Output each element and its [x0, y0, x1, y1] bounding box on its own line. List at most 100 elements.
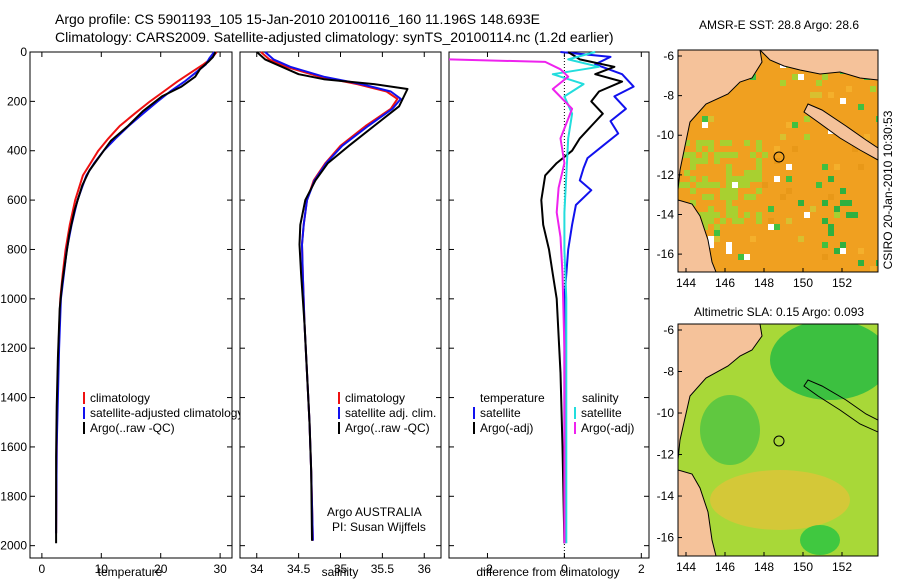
salinity-legend: climatology satellite adj. clim. Argo(..… — [338, 391, 436, 435]
sst-cell — [768, 224, 774, 230]
sla-south-band — [710, 470, 850, 530]
salinity-xlabel: salinity — [322, 565, 359, 579]
sst-cell — [756, 158, 762, 164]
sst-cell — [714, 182, 720, 188]
sst-cell — [750, 176, 756, 182]
sst-land-australia — [678, 199, 717, 272]
legend-temp-satellite: satellite — [480, 406, 521, 420]
salinity-axes-frame — [239, 51, 442, 559]
y-tick-label: 1200 — [0, 341, 27, 355]
sst-cell — [684, 140, 690, 146]
sst-cell — [696, 146, 702, 152]
x-tick-label: 34.5 — [287, 562, 311, 576]
sst-cell — [738, 218, 744, 224]
sst-cell — [726, 152, 732, 158]
sst-cell — [822, 200, 828, 206]
sst-land-islands — [803, 103, 878, 161]
sst-cell — [708, 194, 714, 200]
sst-cell — [732, 188, 738, 194]
legend-temp-argo: Argo(-adj) — [480, 421, 533, 435]
sst-cell — [822, 170, 828, 176]
sst-cell — [774, 104, 780, 110]
sst-cell — [768, 218, 774, 224]
sst-cell — [822, 242, 828, 248]
sst-cell — [726, 176, 732, 182]
sst-cell — [708, 218, 714, 224]
sst-cell — [852, 188, 858, 194]
legend-climatology: climatology — [345, 391, 405, 405]
sst-cell — [834, 164, 840, 170]
sst-cell — [720, 188, 726, 194]
difference-legend: temperature satellite Argo(-adj) salinit… — [473, 391, 634, 435]
sst-cell — [726, 194, 732, 200]
sst-cell — [732, 182, 738, 188]
sst-cell — [726, 188, 732, 194]
sst-cell — [816, 92, 822, 98]
sst-cell — [744, 254, 750, 260]
sst-cell — [762, 152, 768, 158]
sst-cell — [876, 260, 878, 266]
sst-land-newguinea — [678, 50, 763, 191]
sst-cell — [708, 182, 714, 188]
sst-cell — [840, 188, 846, 194]
sst-cell — [696, 182, 702, 188]
difference-xlabel: difference from climatology — [476, 565, 619, 579]
map-x-tick-label: 152 — [832, 560, 852, 574]
sst-cell — [804, 86, 810, 92]
map-y-tick-label: -8 — [663, 89, 674, 103]
sst-map-frame — [677, 49, 879, 273]
series-line-argo — [256, 51, 409, 541]
map-y-tick-label: -14 — [657, 489, 675, 503]
sst-cell — [774, 176, 780, 182]
series-line-argo — [55, 51, 217, 544]
sst-cell — [756, 218, 762, 224]
map-y-tick-label: -6 — [663, 323, 674, 337]
sst-cell — [732, 176, 738, 182]
series-line-salinity-argo — [448, 58, 574, 544]
sst-cell — [744, 140, 750, 146]
sst-cell — [804, 212, 810, 218]
float-owner-annotation: Argo AUSTRALIA — [327, 505, 422, 519]
sst-cell — [870, 266, 876, 272]
sst-cell — [732, 218, 738, 224]
sst-cell — [834, 248, 840, 254]
sst-cell — [714, 158, 720, 164]
y-tick-label: 800 — [7, 242, 27, 256]
sst-cell — [864, 92, 870, 98]
sst-cell — [840, 98, 846, 104]
sst-cell — [852, 146, 858, 152]
sst-cell — [798, 200, 804, 206]
sst-cell — [768, 206, 774, 212]
sst-cell — [798, 74, 804, 80]
sst-cell — [786, 188, 792, 194]
sst-cell — [810, 206, 816, 212]
sst-cell — [726, 212, 732, 218]
sst-cell — [780, 194, 786, 200]
legend-argo: Argo(..raw -QC) — [90, 421, 175, 435]
map-y-tick-label: -16 — [657, 247, 675, 261]
sst-cell — [786, 164, 792, 170]
sst-cell — [750, 236, 756, 242]
sst-cell — [822, 164, 828, 170]
sst-cell — [786, 194, 792, 200]
sst-cell — [708, 116, 714, 122]
y-tick-label: 600 — [7, 193, 27, 207]
sst-cell — [816, 98, 822, 104]
sst-cell — [756, 188, 762, 194]
sst-cell — [876, 188, 878, 194]
sst-cell — [828, 194, 834, 200]
x-tick-label: 20 — [154, 562, 168, 576]
sst-cell — [828, 230, 834, 236]
sst-cell — [798, 236, 804, 242]
sst-map-title: AMSR-E SST: 28.8 Argo: 28.6 — [699, 18, 859, 32]
sla-land-newguinea — [678, 324, 763, 461]
sst-cell — [804, 92, 810, 98]
sst-cell — [792, 122, 798, 128]
x-tick-label: 36 — [418, 562, 432, 576]
sst-cell — [774, 158, 780, 164]
legend-group-temperature: temperature — [480, 391, 545, 405]
sst-cell — [756, 140, 762, 146]
sst-cell — [792, 164, 798, 170]
sst-cell — [720, 236, 726, 242]
sst-cell — [738, 182, 744, 188]
